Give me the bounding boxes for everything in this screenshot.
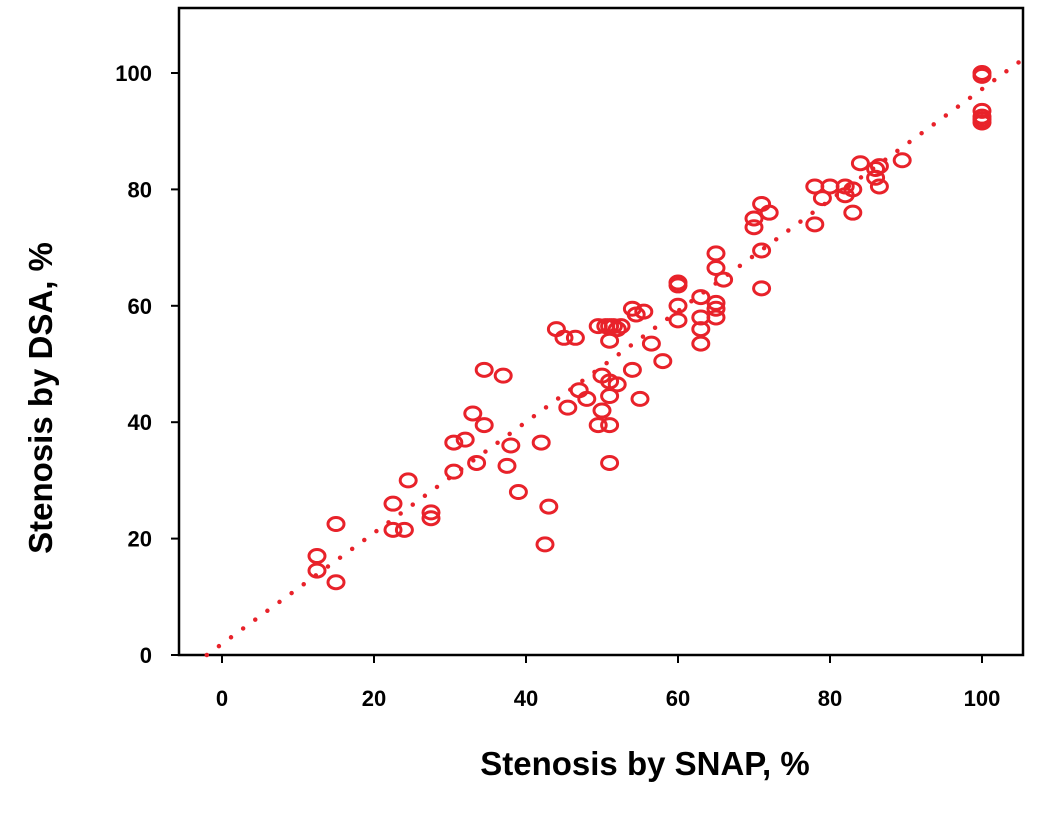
y-tick-label: 0 bbox=[140, 643, 152, 668]
data-point bbox=[326, 574, 346, 591]
data-point bbox=[706, 259, 726, 276]
y-tick-label: 20 bbox=[128, 527, 152, 552]
data-point bbox=[474, 361, 494, 378]
x-tick-label: 80 bbox=[818, 686, 842, 711]
y-tick-label: 100 bbox=[115, 61, 152, 86]
data-point bbox=[752, 280, 772, 297]
data-point bbox=[535, 536, 555, 553]
data-point bbox=[668, 312, 688, 329]
data-point bbox=[641, 335, 661, 352]
x-axis-ticks: 0 20 40 60 80 100 bbox=[216, 655, 1000, 711]
data-point bbox=[706, 245, 726, 262]
data-point bbox=[744, 210, 764, 227]
data-point bbox=[600, 454, 620, 471]
data-point bbox=[554, 329, 574, 346]
data-point bbox=[307, 548, 327, 565]
data-point bbox=[843, 204, 863, 221]
data-point bbox=[744, 219, 764, 236]
data-point bbox=[539, 498, 559, 515]
data-point bbox=[752, 242, 772, 259]
data-point bbox=[588, 417, 608, 434]
data-point bbox=[474, 417, 494, 434]
y-tick-label: 60 bbox=[128, 294, 152, 319]
data-point bbox=[634, 303, 654, 320]
x-tick-label: 40 bbox=[514, 686, 538, 711]
data-point bbox=[706, 309, 726, 326]
data-point bbox=[592, 402, 612, 419]
data-point bbox=[691, 289, 711, 306]
data-point bbox=[759, 204, 779, 221]
data-point bbox=[706, 300, 726, 317]
data-point bbox=[972, 67, 992, 84]
data-point bbox=[869, 178, 889, 195]
plot-border bbox=[177, 6, 1025, 657]
data-point bbox=[714, 271, 734, 288]
data-point bbox=[326, 516, 346, 533]
data-point bbox=[307, 562, 327, 579]
data-point bbox=[603, 318, 623, 335]
data-point bbox=[611, 318, 631, 335]
data-point bbox=[600, 417, 620, 434]
y-axis-ticks: 0 20 40 60 80 100 bbox=[115, 61, 179, 668]
data-point bbox=[820, 178, 840, 195]
data-point bbox=[463, 405, 483, 422]
data-point bbox=[398, 472, 418, 489]
data-point bbox=[805, 216, 825, 233]
data-point bbox=[600, 388, 620, 405]
x-tick-label: 20 bbox=[362, 686, 386, 711]
y-tick-label: 80 bbox=[128, 177, 152, 202]
data-point bbox=[869, 158, 889, 175]
x-tick-label: 100 bbox=[964, 686, 1001, 711]
data-point bbox=[421, 510, 441, 527]
data-point bbox=[421, 504, 441, 521]
data-point bbox=[653, 353, 673, 370]
data-point bbox=[812, 190, 832, 207]
data-point bbox=[383, 521, 403, 538]
data-points bbox=[307, 65, 992, 591]
data-point bbox=[668, 277, 688, 294]
data-point bbox=[706, 294, 726, 311]
data-point bbox=[444, 463, 464, 480]
data-point bbox=[497, 457, 517, 474]
data-point bbox=[531, 434, 551, 451]
data-point bbox=[600, 332, 620, 349]
data-point bbox=[630, 390, 650, 407]
data-point bbox=[493, 367, 513, 384]
fit-line bbox=[204, 59, 1023, 658]
data-point bbox=[455, 431, 475, 448]
data-point bbox=[508, 484, 528, 501]
data-point bbox=[577, 390, 597, 407]
data-point bbox=[866, 161, 886, 178]
data-point bbox=[892, 152, 912, 169]
fit-line-path bbox=[204, 59, 1023, 658]
data-point bbox=[607, 321, 627, 338]
data-point bbox=[444, 434, 464, 451]
y-tick-label: 40 bbox=[128, 410, 152, 435]
data-point bbox=[691, 335, 711, 352]
x-tick-label: 60 bbox=[666, 686, 690, 711]
data-point bbox=[607, 376, 627, 393]
data-point bbox=[501, 437, 521, 454]
data-point bbox=[972, 114, 992, 131]
data-point bbox=[565, 329, 585, 346]
data-point bbox=[622, 361, 642, 378]
plot-frame bbox=[177, 6, 1025, 657]
x-tick-label: 0 bbox=[216, 686, 228, 711]
data-point bbox=[394, 521, 414, 538]
data-point bbox=[467, 454, 487, 471]
data-point bbox=[668, 297, 688, 314]
data-point bbox=[850, 155, 870, 172]
data-point bbox=[843, 181, 863, 198]
data-point bbox=[558, 399, 578, 416]
data-point bbox=[383, 495, 403, 512]
data-point bbox=[691, 321, 711, 338]
y-axis-title: Stenosis by DSA, % bbox=[22, 242, 59, 554]
x-axis-title: Stenosis by SNAP, % bbox=[480, 745, 810, 782]
